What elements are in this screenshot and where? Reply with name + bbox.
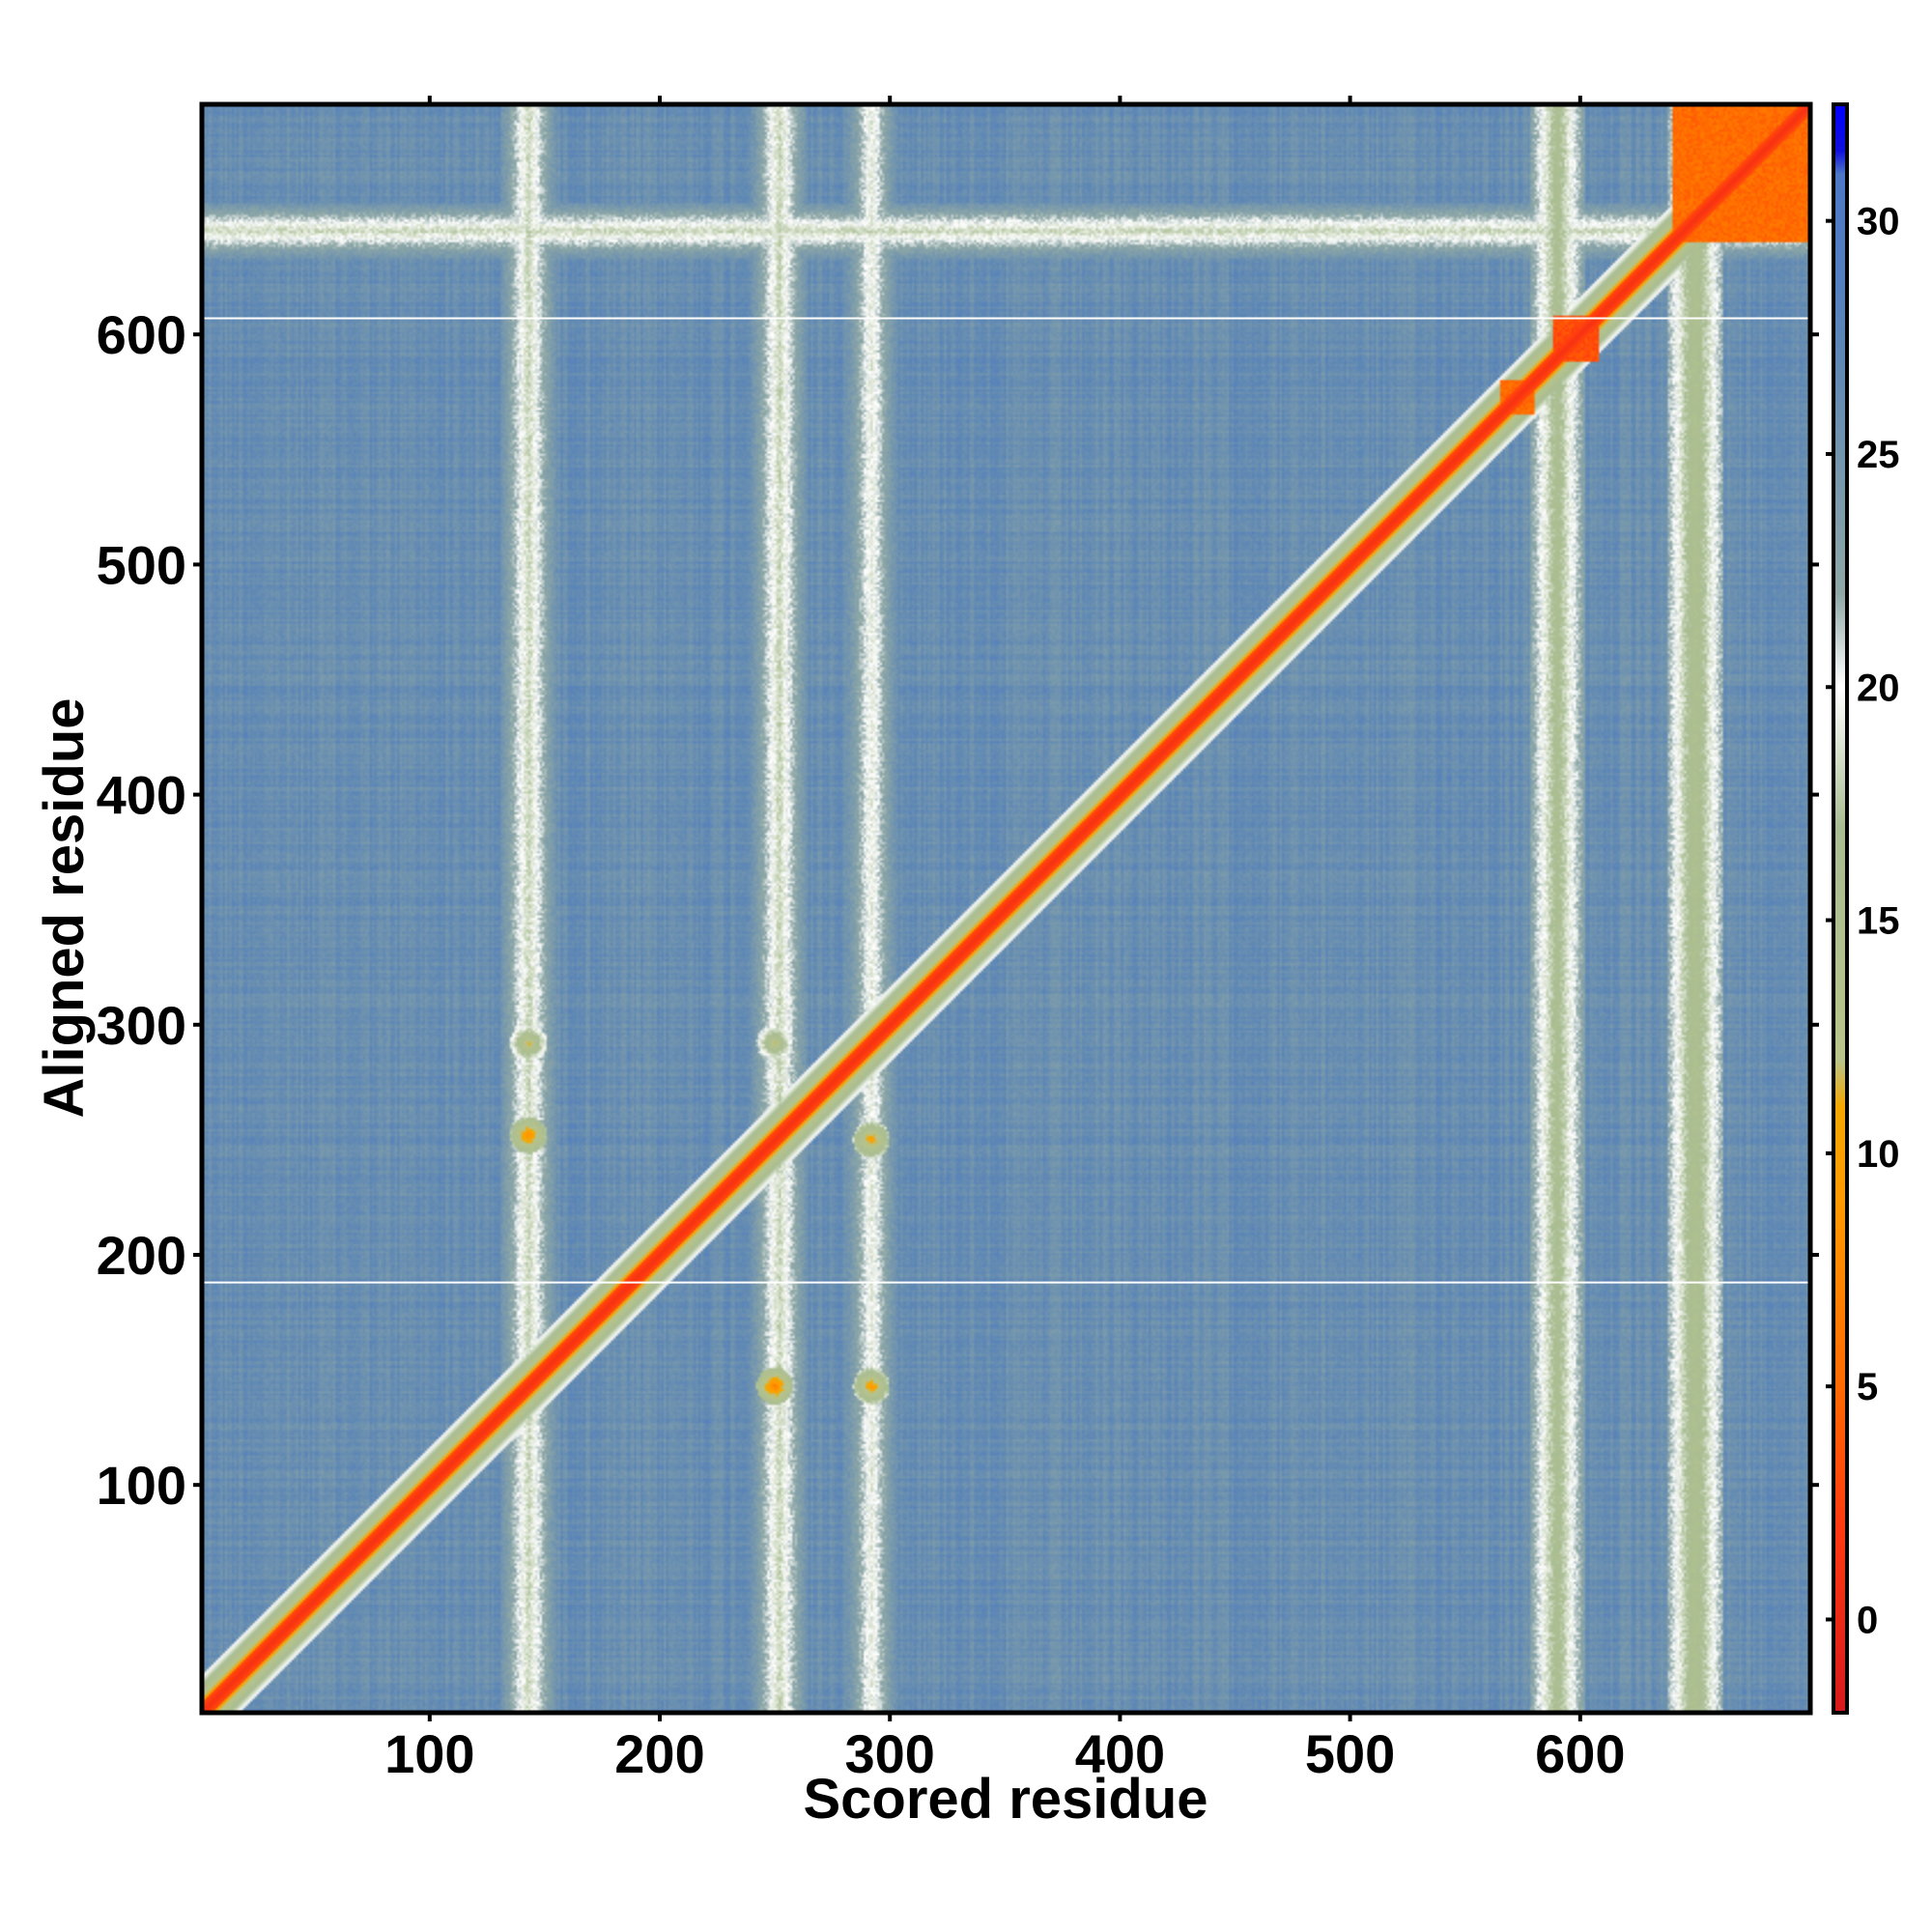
- y-tick-label: 500: [97, 534, 186, 595]
- y-axis-title: Aligned residue: [33, 697, 96, 1118]
- colorbar-tick-label: 25: [1857, 434, 1900, 476]
- y-tick-label: 400: [97, 765, 186, 826]
- colorbar-tick-label: 15: [1857, 900, 1900, 943]
- colorbar-tick-label: 5: [1857, 1366, 1878, 1408]
- x-tick-label: 500: [1305, 1723, 1395, 1784]
- colorbar-fill: [1833, 104, 1847, 1713]
- y-tick-label: 200: [97, 1225, 186, 1286]
- x-tick-label: 200: [614, 1723, 704, 1784]
- colorbar-ticks: 0 5 10 15 20 25 30: [1826, 201, 1900, 1641]
- heatmap-canvas-wrapper: [202, 104, 1810, 1713]
- plot-frame: [199, 101, 1813, 1716]
- colorbar: 0 5 10 15 20 25 30: [1826, 102, 1900, 1715]
- y-tick-label: 600: [97, 304, 186, 365]
- heatmap-canvas: [202, 104, 1810, 1713]
- x-tick-label: 600: [1535, 1723, 1625, 1784]
- colorbar-tick-label: 20: [1857, 667, 1900, 709]
- white-row-lines: [202, 317, 1810, 1284]
- colorbar-tick-label: 30: [1857, 201, 1900, 243]
- colorbar-frame: [1832, 102, 1849, 1715]
- x-tick-label: 100: [384, 1723, 474, 1784]
- x-tick-label: 400: [1075, 1723, 1165, 1784]
- colorbar-tick-label: 10: [1857, 1133, 1900, 1176]
- y-axis: 100 200 300 400 500 600: [97, 304, 1819, 1516]
- y-tick-label: 300: [97, 995, 186, 1056]
- colorbar-tick-label: 0: [1857, 1599, 1878, 1641]
- x-axis-title: Scored residue: [803, 1768, 1208, 1831]
- y-tick-label: 100: [97, 1455, 186, 1516]
- x-axis: 100 200 300 400 500 600: [384, 96, 1626, 1784]
- plot-area: 100 200 300 400 500 600 100 200 300 400 500 600: [97, 96, 1819, 1784]
- x-tick-label: 300: [844, 1723, 934, 1784]
